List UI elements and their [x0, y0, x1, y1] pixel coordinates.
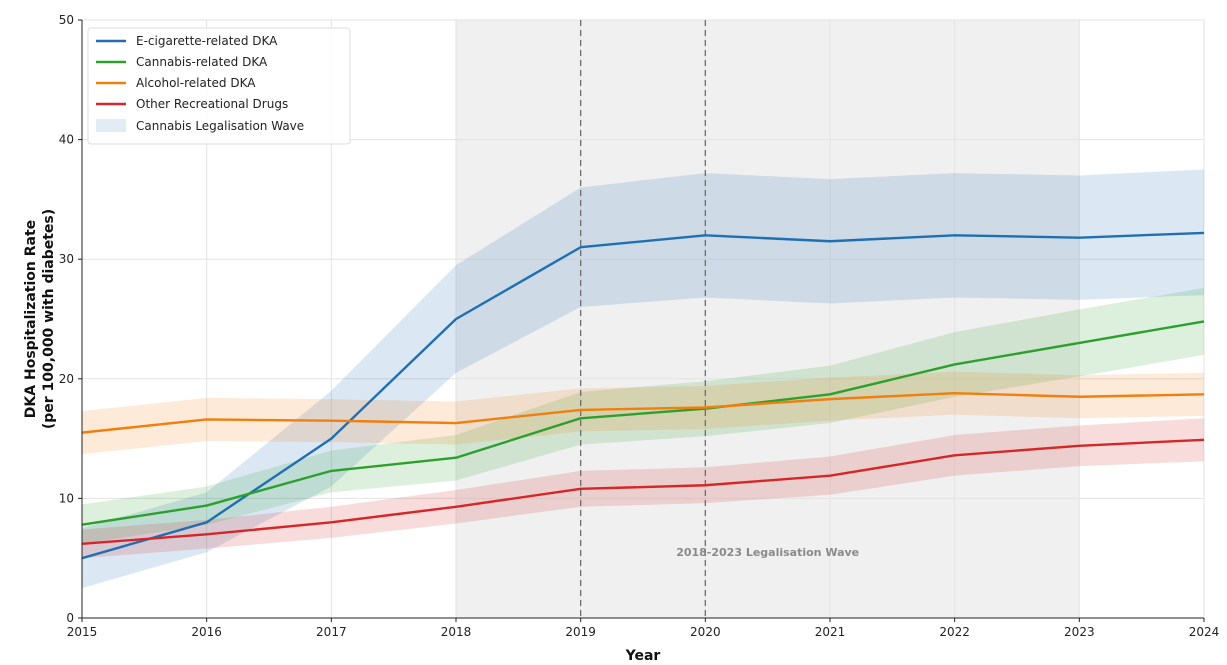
annotation-legalisation-wave: 2018-2023 Legalisation Wave: [676, 546, 859, 559]
y-axis-title-line2: (per 100,000 with diabetes): [41, 209, 57, 429]
legalisation-wave-region: [456, 20, 1080, 618]
y-tick-label: 50: [59, 13, 74, 27]
x-tick-label: 2024: [1189, 625, 1220, 639]
x-tick-label: 2023: [1064, 625, 1095, 639]
x-tick-label: 2021: [815, 625, 846, 639]
plot-background: [456, 20, 1080, 618]
legend-label-cannabis: Cannabis-related DKA: [136, 55, 268, 69]
axes: [81, 20, 1204, 619]
legend-swatch-legalisation-wave: [96, 119, 126, 132]
legend-label-alcohol: Alcohol-related DKA: [136, 76, 256, 90]
y-tick-label: 30: [59, 252, 74, 266]
series-lines: [81, 231, 1205, 560]
tick-labels: 2015 2016 2017 2018 2019 2020 2021 2022 2023 2024…: [59, 13, 1220, 639]
y-tick-label: 40: [59, 133, 74, 147]
x-tick-label: 2022: [939, 625, 970, 639]
x-tick-label: 2015: [67, 625, 98, 639]
x-tick-label: 2019: [565, 625, 596, 639]
legend-label-legalisation-wave: Cannabis Legalisation Wave: [136, 119, 304, 133]
legend-frame: [87, 27, 351, 145]
series-line-2: [81, 391, 1205, 434]
y-tick-label: 20: [59, 372, 74, 386]
legend-label-ecig: E-cigarette-related DKA: [136, 34, 278, 48]
legend: E-cigarette-related DKA Cannabis-related…: [87, 27, 351, 145]
y-tick-label: 0: [66, 611, 74, 625]
series-line-1: [81, 320, 1205, 526]
legend-label-other: Other Recreational Drugs: [136, 97, 288, 111]
series-line-0: [81, 231, 1205, 560]
confidence-band-1: [82, 287, 1204, 544]
x-axis-title: Year: [625, 648, 661, 664]
x-tick-label: 2017: [316, 625, 347, 639]
series-line-3: [81, 438, 1205, 546]
x-tick-label: 2020: [690, 625, 721, 639]
x-tick-label: 2016: [191, 625, 222, 639]
y-tick-label: 10: [59, 491, 74, 505]
confidence-band-0: [82, 169, 1204, 589]
y-axis-title-line1: DKA Hospitalization Rate: [23, 220, 39, 418]
x-tick-label: 2018: [441, 625, 472, 639]
